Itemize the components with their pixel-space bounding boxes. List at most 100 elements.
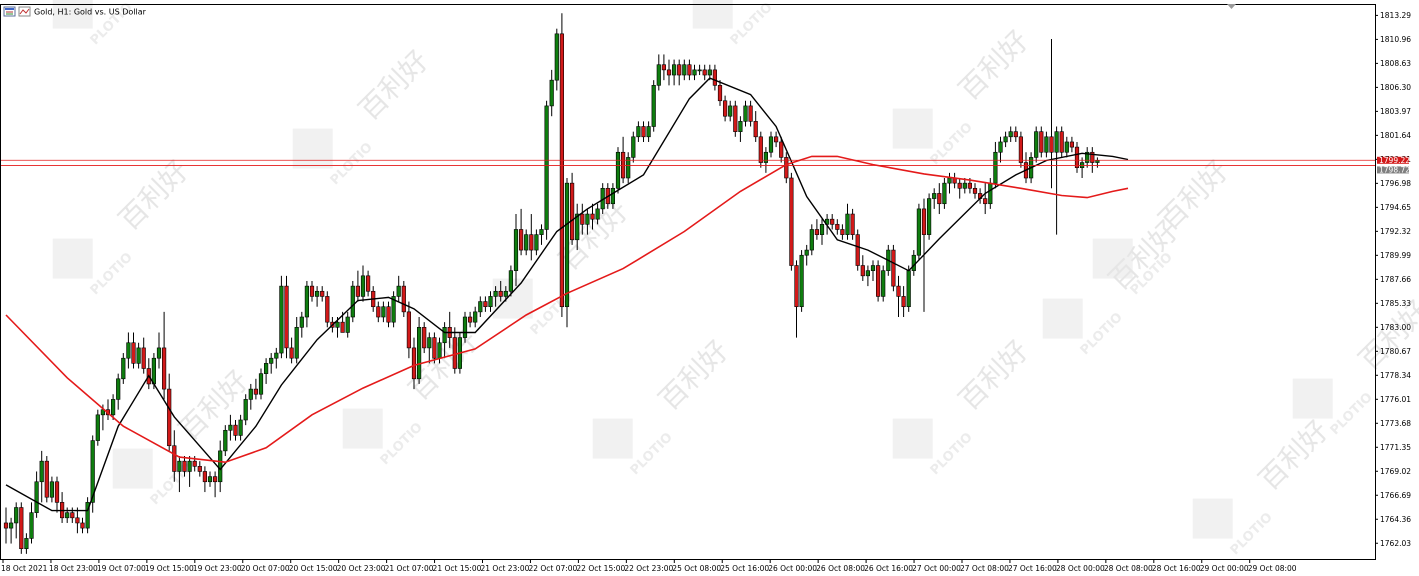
price-axis-label: 1803.97 — [1380, 107, 1411, 116]
watermark-cn: 百利好 — [952, 24, 1035, 107]
time-axis-label: 19 Oct 23:00 — [193, 564, 242, 573]
time-axis-label: 22 Oct 15:00 — [576, 564, 625, 573]
candle-body — [1064, 141, 1069, 153]
candle-body — [1039, 131, 1044, 153]
price-axis-label: 1780.67 — [1380, 347, 1411, 356]
candle-body — [692, 69, 697, 76]
candle-body — [309, 285, 315, 297]
candle-body — [702, 69, 707, 76]
candle-body — [151, 357, 157, 385]
candle-body — [559, 33, 564, 308]
candle-body — [738, 121, 743, 132]
candle-body — [1003, 136, 1008, 143]
watermark-cn: 百利好 — [952, 334, 1035, 417]
candle-body — [906, 270, 911, 308]
candle-body — [202, 471, 208, 483]
candle-body — [661, 64, 666, 71]
time-axis[interactable]: 18 Oct 2021 18 Oct 23:00 19 Oct 07:00 19 Oc… — [1, 559, 1297, 573]
candle-body — [473, 311, 478, 323]
candle-body — [697, 69, 702, 72]
price-axis-label: 1801.64 — [1380, 131, 1411, 140]
candle-body — [626, 157, 631, 179]
ask-price-tag — [1377, 166, 1409, 174]
candle-body — [177, 460, 182, 472]
time-axis-label: 18 Oct 2021 — [1, 564, 48, 573]
candle-body — [636, 126, 641, 138]
candle-body — [819, 224, 825, 235]
watermark-logo-shape — [592, 418, 633, 459]
candle-body — [998, 141, 1003, 153]
candle-body — [14, 507, 19, 524]
candle-body — [274, 352, 279, 359]
price-axis-label: 1762.03 — [1380, 539, 1411, 548]
chart-window-icon — [3, 6, 16, 17]
time-axis-label: 29 Oct 08:00 — [1248, 564, 1297, 573]
candle-body — [580, 213, 585, 225]
candle-body — [1074, 146, 1080, 168]
candle-body — [564, 182, 570, 308]
candle-body — [411, 347, 417, 380]
candle-body — [34, 481, 39, 513]
candle-body — [687, 64, 692, 76]
candle-body — [422, 327, 427, 349]
candle-body — [656, 64, 661, 86]
candle-body — [498, 290, 503, 297]
candle-body — [972, 187, 978, 194]
candle-body — [467, 316, 473, 323]
watermark-logo-shape — [52, 238, 93, 279]
slow-moving-average-line — [5, 155, 1129, 464]
candle-body — [615, 151, 621, 189]
candle-body — [396, 285, 401, 297]
watermark-brand: PLOTIO — [1328, 390, 1376, 438]
candle-body — [238, 419, 243, 436]
candle-body — [1085, 151, 1090, 163]
price-axis-label: 1773.68 — [1380, 419, 1411, 428]
watermark: PLOTIO 百利好 — [1192, 414, 1335, 558]
candle-body — [258, 373, 264, 395]
watermark-brand: PLOTIO — [928, 430, 976, 478]
candle-body — [875, 265, 881, 297]
candle-body — [758, 136, 763, 163]
time-axis-label: 26 Oct 00:00 — [768, 564, 817, 573]
candle-body — [1069, 141, 1074, 148]
candle-body — [294, 327, 299, 359]
candle-body — [830, 218, 835, 225]
candle-body — [983, 198, 988, 205]
candle-body — [355, 285, 361, 297]
candle-body — [289, 347, 294, 359]
candle-body — [207, 476, 213, 483]
candle-body — [483, 301, 488, 308]
candle-body — [957, 182, 962, 189]
chart-shift-marker[interactable] — [1227, 4, 1236, 9]
time-axis-label: 25 Oct 16:00 — [720, 564, 769, 573]
candle-body — [595, 208, 600, 220]
candle-body — [493, 290, 498, 297]
candle-body — [462, 316, 468, 338]
candle-body — [360, 275, 366, 297]
candle-body — [156, 347, 162, 359]
candle-body — [722, 100, 728, 117]
candle-body — [350, 285, 355, 318]
price-axis-label: 1776.01 — [1380, 395, 1411, 404]
candle-body — [524, 234, 529, 251]
candle-body — [1059, 131, 1064, 153]
time-axis-label: 19 Oct 15:00 — [145, 564, 194, 573]
candle-body — [80, 522, 85, 529]
price-axis-label: 1771.35 — [1380, 443, 1411, 452]
price-axis[interactable]: 1813.29 1810.96 1808.63 1806.30 1803.97 1801.… — [1375, 11, 1411, 548]
candle-body — [416, 327, 422, 380]
watermark-logo-shape — [1192, 498, 1233, 539]
watermark-cn: 百利好 — [552, 194, 635, 277]
price-axis-label: 1769.02 — [1380, 467, 1411, 476]
watermark-cn: 百利好 — [1252, 414, 1335, 497]
watermark-cn: 百利好 — [112, 154, 195, 237]
candle-body — [1013, 131, 1018, 138]
time-axis-label: 27 Oct 08:00 — [960, 564, 1009, 573]
candle-body — [24, 538, 29, 550]
candle-body — [784, 157, 789, 179]
price-axis-label: 1792.32 — [1380, 227, 1411, 236]
watermark-brand: PLOTIO — [88, 250, 136, 298]
time-axis-label: 28 Oct 00:00 — [1056, 564, 1105, 573]
candle-body — [406, 311, 412, 349]
